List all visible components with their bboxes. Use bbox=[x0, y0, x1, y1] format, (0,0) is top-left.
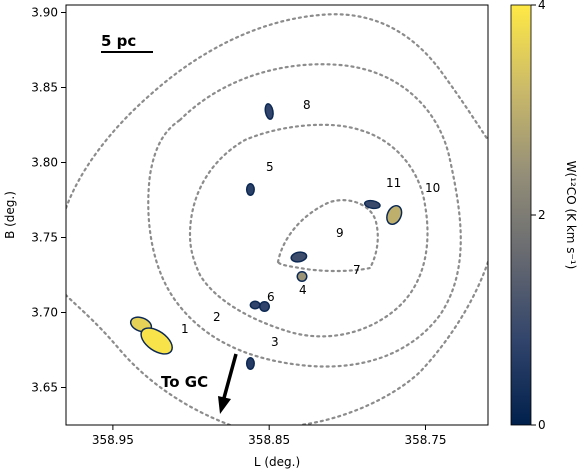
source-label-9: 9 bbox=[336, 226, 344, 240]
y-tick-label: 3.70 bbox=[31, 306, 58, 320]
source-label-7: 7 bbox=[353, 263, 361, 277]
contour-second bbox=[147, 63, 462, 368]
source-label-5: 5 bbox=[266, 160, 274, 174]
colorbar-title: W(¹²CO (K km s⁻¹) bbox=[564, 161, 578, 270]
colorbar-tick-label: 4 bbox=[538, 0, 546, 12]
source-11 bbox=[365, 201, 380, 208]
plot-frame bbox=[65, 4, 489, 426]
colorbar-tick-label: 0 bbox=[538, 418, 546, 432]
contour-outer bbox=[66, 13, 488, 425]
plot-area: 1 2 3 4 5 6 7 8 9 10 11 5 pc To GC bbox=[65, 4, 489, 426]
contour-third bbox=[188, 123, 429, 338]
y-axis-title: B (deg.) bbox=[3, 191, 17, 239]
source-8 bbox=[265, 104, 273, 119]
y-tick-label: 3.90 bbox=[31, 6, 58, 20]
source-4 bbox=[260, 302, 269, 311]
source-7 bbox=[298, 272, 307, 281]
source-label-2: 2 bbox=[213, 310, 221, 324]
x-tick-label: 358.85 bbox=[248, 433, 290, 447]
plot-background bbox=[66, 5, 488, 425]
y-tick-label: 3.85 bbox=[31, 81, 58, 95]
source-label-6: 6 bbox=[267, 290, 275, 304]
arrow-head bbox=[218, 396, 231, 414]
contour-layer bbox=[66, 13, 488, 425]
source-9 bbox=[291, 252, 306, 262]
y-axis: 3.65 3.70 3.75 3.80 3.85 3.90 bbox=[31, 6, 66, 395]
source-6 bbox=[251, 302, 260, 308]
colorbar: 0 2 4 W(¹²CO (K km s⁻¹) bbox=[510, 0, 578, 432]
scale-bar: 5 pc bbox=[101, 32, 153, 53]
arrow-shaft bbox=[222, 353, 238, 399]
source-2 bbox=[141, 328, 172, 354]
scale-bar-label: 5 pc bbox=[101, 32, 136, 50]
colorbar-gradient bbox=[510, 4, 532, 426]
direction-arrow: To GC bbox=[161, 353, 238, 414]
x-tick-label: 358.95 bbox=[92, 433, 134, 447]
y-tick-label: 3.80 bbox=[31, 156, 58, 170]
colorbar-tick-label: 2 bbox=[538, 208, 546, 222]
source-label-8: 8 bbox=[303, 98, 311, 112]
x-axis: 358.95 358.85 358.75 bbox=[92, 425, 446, 447]
source-label-3: 3 bbox=[271, 335, 279, 349]
colorbar-ticks: 0 2 4 bbox=[531, 0, 546, 432]
source-label-10: 10 bbox=[425, 181, 440, 195]
x-axis-title: L (deg.) bbox=[254, 455, 300, 469]
x-tick-label: 358.75 bbox=[404, 433, 446, 447]
source-label-1: 1 bbox=[181, 322, 189, 336]
source-5 bbox=[247, 184, 254, 195]
y-tick-label: 3.75 bbox=[31, 231, 58, 245]
contour-inner bbox=[276, 199, 379, 273]
source-label-4: 4 bbox=[299, 283, 307, 297]
y-tick-label: 3.65 bbox=[31, 381, 58, 395]
source-3 bbox=[247, 358, 254, 369]
source-10 bbox=[387, 206, 401, 224]
source-labels: 1 2 3 4 5 6 7 8 9 10 11 bbox=[181, 98, 440, 349]
emission-sources bbox=[129, 103, 403, 370]
source-label-11: 11 bbox=[386, 176, 401, 190]
direction-label: To GC bbox=[161, 373, 208, 391]
